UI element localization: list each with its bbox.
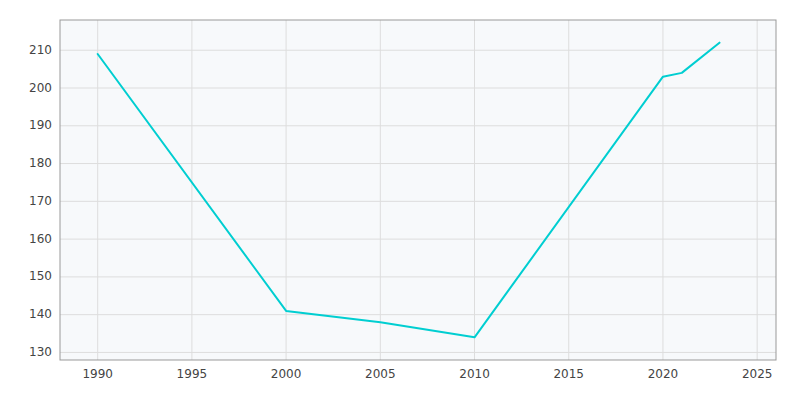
y-grid-line bbox=[60, 314, 776, 315]
x-tick-label: 2010 bbox=[459, 367, 490, 381]
x-grid-line bbox=[380, 20, 381, 360]
x-grid-line bbox=[662, 20, 663, 360]
chart-svg: 130 140 150 160 170 180 190 200 210 1990 1995 2000 2… bbox=[0, 0, 800, 400]
x-grid-line bbox=[757, 20, 758, 360]
plot-background bbox=[60, 20, 776, 360]
x-tick-label: 2020 bbox=[648, 367, 679, 381]
y-grid-line bbox=[60, 163, 776, 164]
x-tick-label: 2025 bbox=[742, 367, 773, 381]
x-grid-line bbox=[191, 20, 192, 360]
y-tick-label: 210 bbox=[29, 43, 52, 57]
y-tick-label: 140 bbox=[29, 307, 52, 321]
y-tick-label: 150 bbox=[29, 269, 52, 283]
y-grid-line bbox=[60, 88, 776, 89]
y-grid-line bbox=[60, 276, 776, 277]
x-tick-label: 2005 bbox=[365, 367, 396, 381]
y-grid-line bbox=[60, 201, 776, 202]
plot-frame bbox=[60, 20, 776, 360]
y-tick-label: 170 bbox=[29, 194, 52, 208]
x-grid-line bbox=[97, 20, 98, 360]
x-tick-label: 2015 bbox=[553, 367, 584, 381]
axes: 130 140 150 160 170 180 190 200 210 1990 1995 2000 2… bbox=[29, 20, 776, 381]
y-tick-label: 130 bbox=[29, 345, 52, 359]
y-tick-label: 200 bbox=[29, 81, 52, 95]
y-grid-line bbox=[60, 352, 776, 353]
x-tick-label: 1995 bbox=[177, 367, 208, 381]
x-grid-line bbox=[568, 20, 569, 360]
grid bbox=[60, 20, 776, 360]
y-tick-label: 190 bbox=[29, 118, 52, 132]
data-line bbox=[98, 43, 720, 338]
y-grid-line bbox=[60, 50, 776, 51]
y-grid-line bbox=[60, 125, 776, 126]
data-group bbox=[98, 43, 720, 338]
x-grid-line bbox=[474, 20, 475, 360]
chart-container: 130 140 150 160 170 180 190 200 210 1990 1995 2000 2… bbox=[0, 0, 800, 400]
y-grid-line bbox=[60, 239, 776, 240]
y-tick-label: 180 bbox=[29, 156, 52, 170]
y-tick-label: 160 bbox=[29, 232, 52, 246]
x-tick-label: 1990 bbox=[82, 367, 113, 381]
x-tick-label: 2000 bbox=[271, 367, 302, 381]
